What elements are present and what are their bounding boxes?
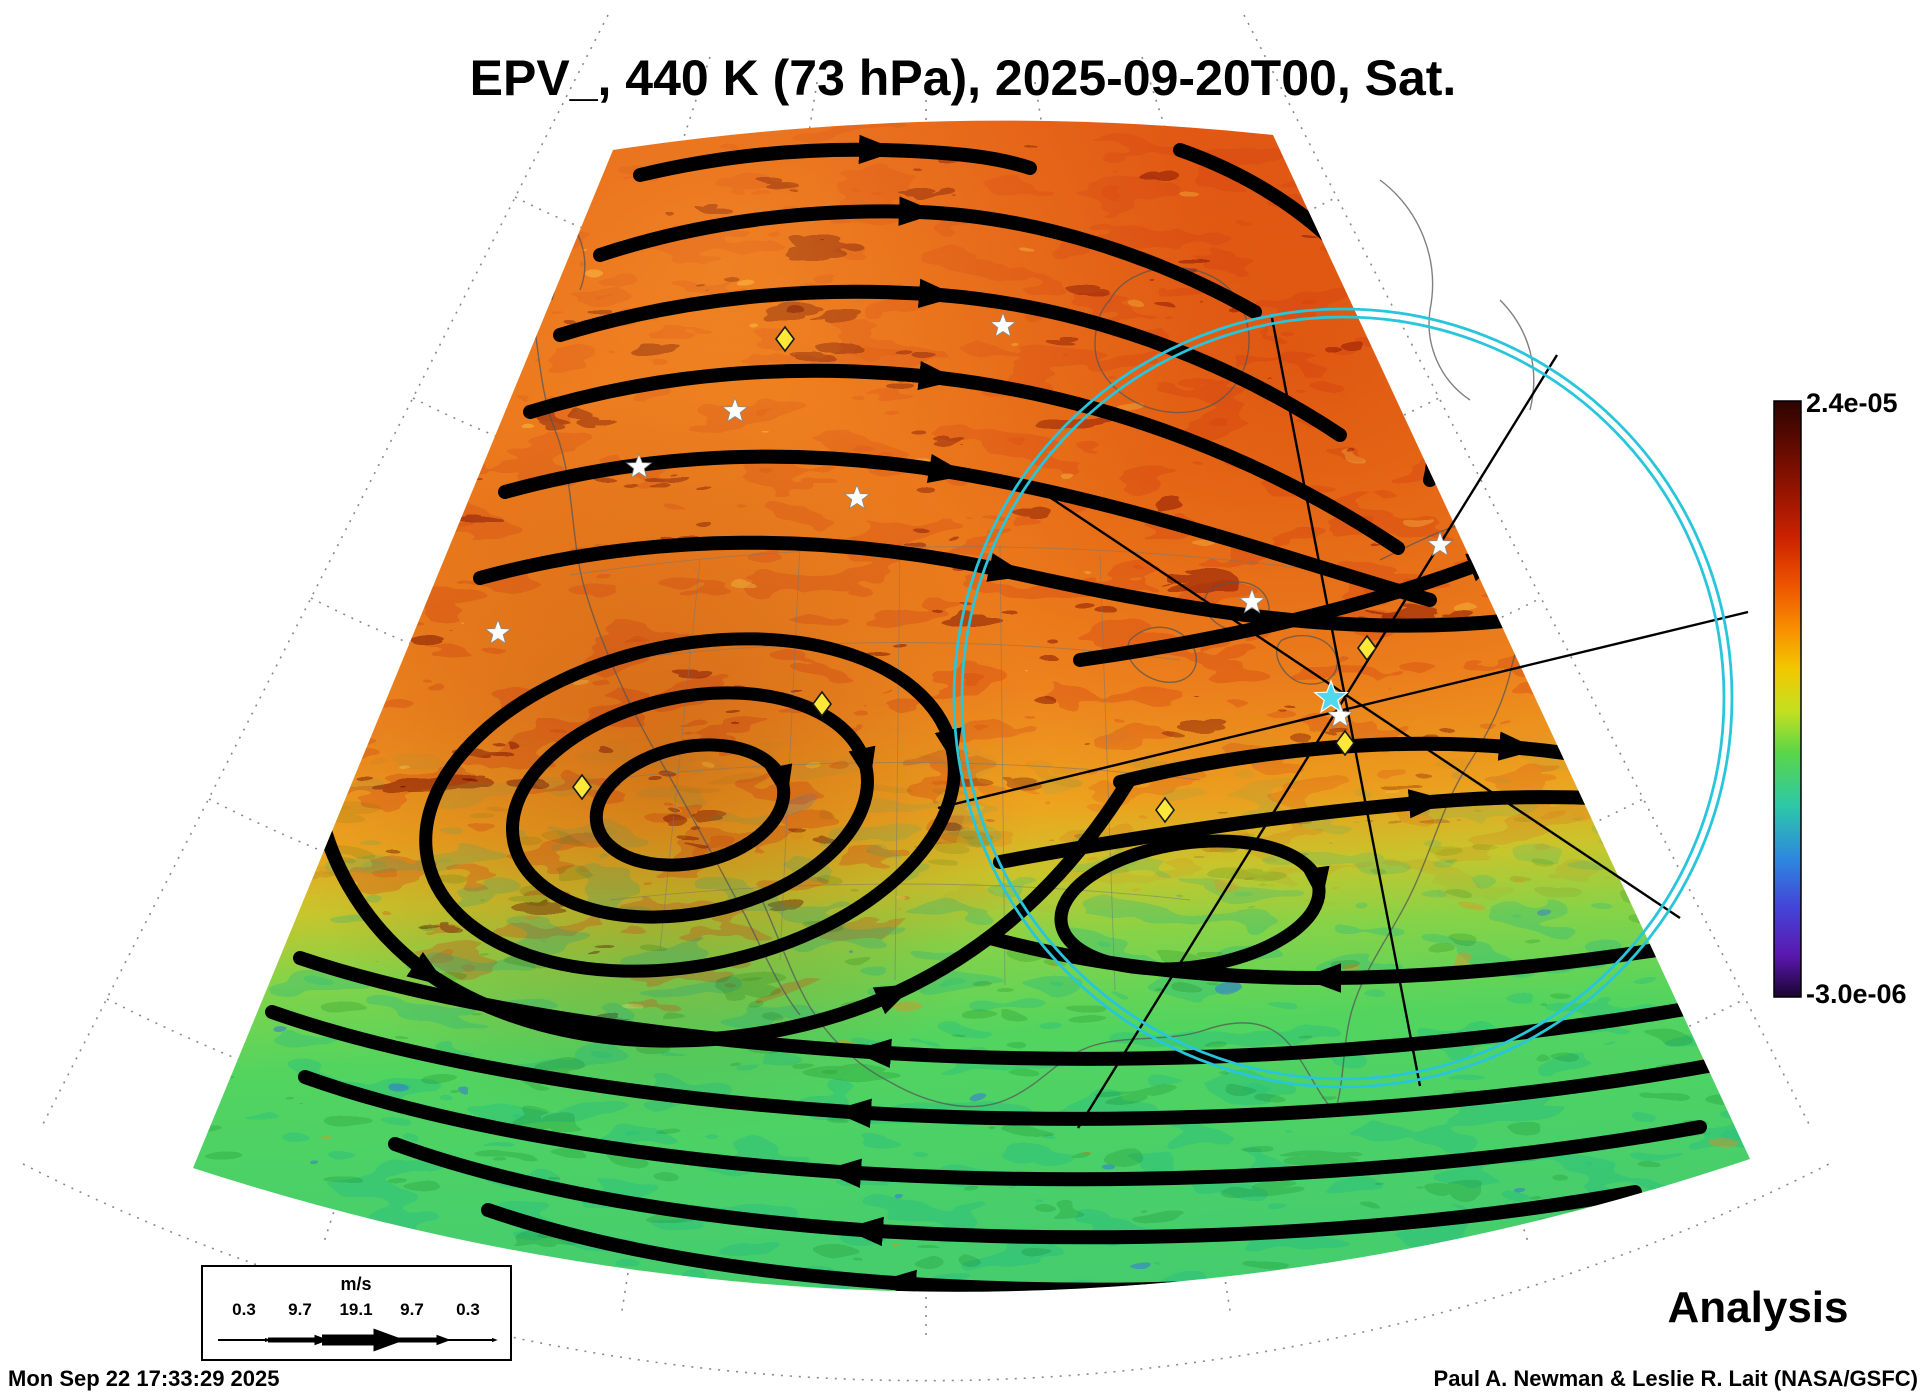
coastline-fragments bbox=[1379, 179, 1535, 411]
plot-title: EPV_, 440 K (73 hPa), 2025-09-20T00, Sat… bbox=[470, 50, 1457, 106]
colorbar-gradient-bar bbox=[1773, 400, 1802, 998]
colorbar-max-label: 2.4e-05 bbox=[1806, 388, 1898, 418]
colorbar: 2.4e-05 -3.0e-06 bbox=[1773, 388, 1907, 1009]
waypoint-diamond-icon bbox=[775, 325, 795, 353]
generated-timestamp: Mon Sep 22 17:33:29 2025 bbox=[8, 1366, 279, 1391]
station-star-icon bbox=[1426, 530, 1454, 557]
anticyclone-loops bbox=[419, 632, 1330, 978]
wind-speed-legend: m/s 0.3 9.7 19.1 9.7 0.3 bbox=[201, 1265, 512, 1361]
range-circle bbox=[952, 307, 1734, 1089]
markers-layer bbox=[484, 311, 1454, 824]
station-star-icon bbox=[989, 311, 1017, 338]
wind-legend-value: 19.1 bbox=[339, 1300, 372, 1319]
range-circle-layer bbox=[952, 307, 1734, 1089]
station-star-icon bbox=[721, 396, 749, 423]
station-star-icon bbox=[1326, 701, 1354, 728]
range-circle bbox=[960, 315, 1726, 1081]
colorbar-min-label: -3.0e-06 bbox=[1806, 979, 1907, 1009]
waypoint-diamond-icon bbox=[1357, 634, 1377, 662]
wind-legend-value: 0.3 bbox=[232, 1300, 256, 1319]
waypoint-diamond-icon bbox=[1335, 729, 1355, 757]
station-star-icon bbox=[843, 483, 871, 510]
balloon-location-star-icon bbox=[1313, 679, 1349, 714]
analysis-label: Analysis bbox=[1668, 1283, 1849, 1332]
waypoint-diamond-icon bbox=[1155, 796, 1175, 824]
waypoint-diamond-icon bbox=[572, 773, 592, 801]
wind-legend-value: 9.7 bbox=[400, 1300, 424, 1319]
waypoint-diamond-icon bbox=[812, 690, 832, 718]
station-star-icon bbox=[625, 452, 653, 479]
wind-legend-unit: m/s bbox=[340, 1274, 371, 1294]
station-star-icon bbox=[484, 618, 512, 645]
wind-legend-value: 9.7 bbox=[288, 1300, 312, 1319]
wind-legend-value: 0.3 bbox=[456, 1300, 480, 1319]
credit-line: Paul A. Newman & Leslie R. Lait (NASA/GS… bbox=[1434, 1366, 1918, 1391]
station-star-icon bbox=[1238, 587, 1266, 614]
